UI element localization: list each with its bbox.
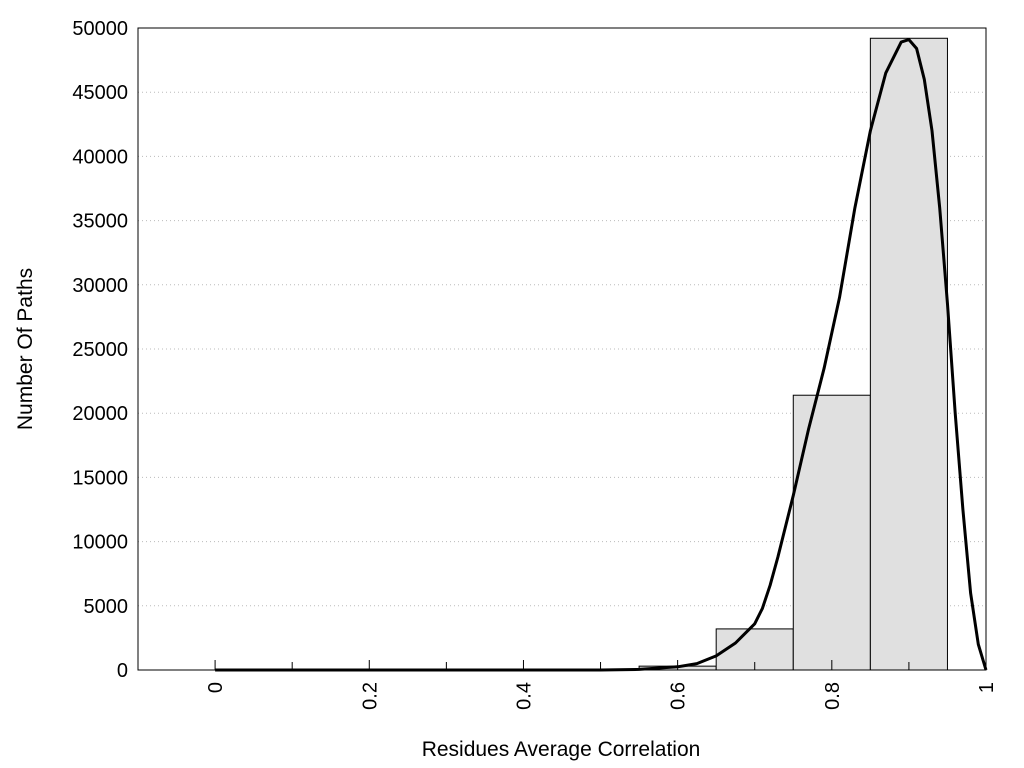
x-tick-label: 0.4 bbox=[513, 682, 535, 710]
histogram-bars bbox=[638, 37, 948, 671]
y-axis-label: Number Of Paths bbox=[14, 268, 37, 430]
y-tick-label: 50000 bbox=[72, 18, 128, 40]
y-tick-label: 10000 bbox=[72, 532, 128, 554]
y-tick-label: 20000 bbox=[72, 403, 128, 425]
histogram-bar bbox=[869, 37, 948, 671]
y-tick-label: 40000 bbox=[72, 146, 128, 168]
x-tick-label: 0.6 bbox=[668, 682, 690, 710]
y-tick-label: 30000 bbox=[72, 275, 128, 297]
x-axis-ticks: 0 0.2 0.4 0.6 0.8 1 bbox=[205, 660, 998, 710]
fit-curve-line bbox=[215, 38, 988, 672]
x-tick-label: 1 bbox=[976, 682, 998, 693]
x-tick-label: 0.8 bbox=[822, 682, 844, 710]
y-tick-label: 5000 bbox=[84, 596, 129, 618]
y-tick-label: 0 bbox=[117, 660, 128, 682]
y-axis-ticks: 0 5000 10000 15000 20000 25000 30000 35000 40000… bbox=[72, 18, 128, 682]
plot-frame bbox=[137, 27, 987, 671]
y-tick-label: 15000 bbox=[72, 467, 128, 489]
grid-lines bbox=[138, 91, 986, 607]
histogram-bar bbox=[792, 394, 871, 671]
fit-curve-layer bbox=[215, 38, 988, 672]
x-axis-label: Residues Average Correlation bbox=[422, 738, 701, 761]
x-tick-label: 0 bbox=[205, 682, 227, 693]
x-tick-label: 0.2 bbox=[359, 682, 381, 710]
y-tick-label: 25000 bbox=[72, 339, 128, 361]
y-tick-label: 45000 bbox=[72, 82, 128, 104]
y-tick-label: 35000 bbox=[72, 211, 128, 233]
